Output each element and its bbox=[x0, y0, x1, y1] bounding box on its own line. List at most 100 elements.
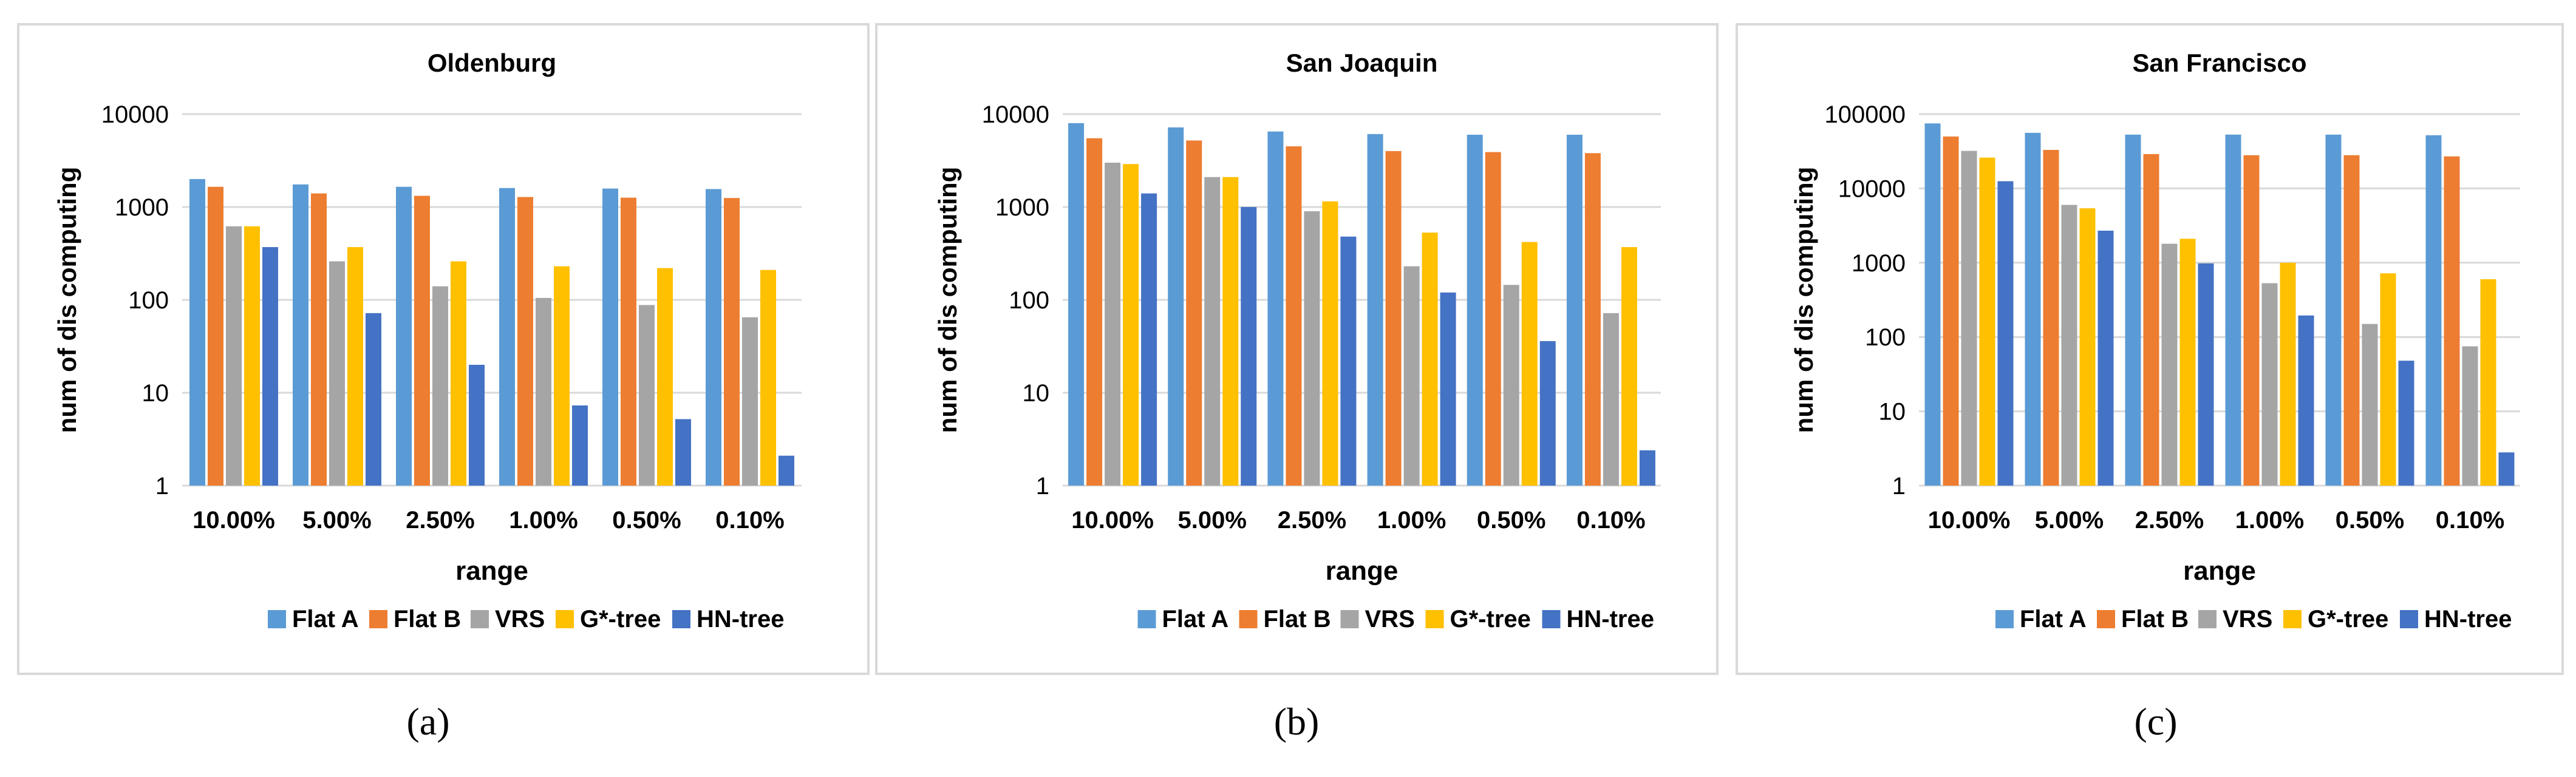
bar-hn bbox=[572, 405, 588, 486]
bar-flat-b bbox=[1943, 136, 1959, 486]
bar-flat-a bbox=[2125, 134, 2141, 486]
bar-flat-b bbox=[1385, 151, 1402, 486]
legend-swatch-flat-a bbox=[1137, 610, 1156, 628]
y-axis-label: num of dis computing bbox=[1790, 167, 1818, 433]
bar-gstar bbox=[1422, 232, 1438, 486]
bar-hn bbox=[366, 313, 381, 486]
bar-flat-b bbox=[2343, 155, 2360, 486]
bar-hn bbox=[2398, 361, 2414, 486]
chart-title: San Joaquin bbox=[1286, 49, 1438, 77]
bar-gstar bbox=[1621, 247, 1637, 486]
bar-gstar bbox=[1123, 164, 1139, 486]
bar-flat-a bbox=[2425, 135, 2442, 486]
x-tick-label: 10.00% bbox=[1928, 507, 2011, 534]
bar-gstar bbox=[1521, 242, 1538, 486]
bar-vrs bbox=[2161, 243, 2178, 486]
bar-hn bbox=[779, 455, 794, 486]
x-tick-label: 0.10% bbox=[1576, 507, 1645, 534]
bar-vrs bbox=[226, 226, 242, 486]
legend-swatch-flat-b bbox=[369, 610, 387, 628]
bar-hn bbox=[675, 419, 691, 486]
legend-swatch-flat-b bbox=[2097, 610, 2115, 628]
bar-gstar bbox=[554, 266, 570, 486]
bar-flat-b bbox=[208, 186, 223, 486]
bar-hn bbox=[1539, 341, 1556, 486]
x-tick-label: 0.50% bbox=[1477, 507, 1545, 534]
bar-flat-b bbox=[1584, 153, 1601, 486]
legend-label: G*-tree bbox=[580, 606, 661, 633]
legend-label: Flat A bbox=[2020, 606, 2087, 633]
x-tick-label: 1.00% bbox=[509, 507, 578, 534]
y-tick-label: 1 bbox=[1036, 473, 1049, 500]
bar-flat-a bbox=[706, 189, 721, 486]
bar-gstar bbox=[2179, 239, 2196, 486]
bar-flat-b bbox=[2143, 154, 2159, 486]
y-axis-label: num of dis computing bbox=[933, 167, 962, 433]
legend-swatch-hn bbox=[672, 610, 690, 628]
bar-flat-b bbox=[1485, 152, 1501, 486]
legend-label: HN-tree bbox=[2424, 606, 2512, 633]
bar-flat-b bbox=[1086, 138, 1103, 486]
bar-vrs bbox=[1105, 163, 1121, 486]
bar-hn bbox=[262, 247, 278, 486]
y-tick-label: 10000 bbox=[101, 101, 169, 128]
legend-swatch-flat-b bbox=[1239, 610, 1258, 628]
bar-flat-a bbox=[293, 184, 308, 486]
legend-swatch-vrs bbox=[2198, 610, 2217, 628]
legend-swatch-vrs bbox=[1340, 610, 1359, 628]
chart-title: Oldenburg bbox=[428, 49, 556, 77]
bar-gstar bbox=[760, 270, 776, 486]
bar-flat-b bbox=[2243, 155, 2260, 486]
legend-swatch-flat-a bbox=[268, 610, 286, 628]
bar-hn bbox=[2498, 452, 2515, 486]
bar-vrs bbox=[2462, 346, 2478, 486]
bar-hn bbox=[1241, 207, 1257, 486]
chart-panel-1: Oldenburg 1 10 100 1000 10000 num of dis compu… bbox=[17, 23, 870, 743]
x-tick-label: 2.50% bbox=[406, 507, 474, 534]
bar-vrs bbox=[1961, 151, 1977, 486]
bar-vrs bbox=[639, 305, 655, 486]
y-tick-label: 10 bbox=[142, 380, 169, 407]
x-tick-label: 10.00% bbox=[193, 507, 275, 534]
bar-flat-b bbox=[2444, 156, 2460, 486]
bar-vrs bbox=[1603, 313, 1619, 486]
bar-gstar bbox=[1222, 177, 1239, 486]
bar-vrs bbox=[1503, 285, 1519, 486]
y-tick-label: 1 bbox=[1892, 473, 1906, 500]
bar-flat-a bbox=[2325, 134, 2342, 486]
bar-flat-a bbox=[499, 188, 515, 486]
y-tick-label: 10 bbox=[1879, 399, 1906, 426]
y-tick-label: 100 bbox=[1865, 324, 1906, 351]
bar-vrs bbox=[742, 317, 758, 486]
x-axis-label: range bbox=[1326, 556, 1399, 586]
bar-flat-a bbox=[602, 188, 618, 486]
x-axis-label: range bbox=[455, 556, 528, 586]
y-tick-label: 10000 bbox=[982, 101, 1049, 128]
legend-swatch-gstar bbox=[556, 610, 574, 628]
bar-hn bbox=[1639, 450, 1655, 486]
bar-gstar bbox=[347, 247, 363, 486]
bar-flat-a bbox=[2225, 134, 2241, 486]
x-tick-label: 2.50% bbox=[2135, 507, 2204, 534]
bar-flat-a bbox=[1367, 134, 1383, 486]
legend-label: VRS bbox=[495, 606, 545, 633]
chart-title: San Francisco bbox=[2132, 49, 2306, 77]
x-tick-label: 0.50% bbox=[612, 507, 681, 534]
bar-vrs bbox=[536, 297, 551, 486]
y-tick-label: 1 bbox=[155, 473, 169, 500]
bar-vrs bbox=[2261, 283, 2278, 486]
bar-flat-b bbox=[311, 193, 327, 486]
bar-vrs bbox=[1304, 211, 1320, 486]
bar-vrs bbox=[1403, 266, 1420, 486]
y-tick-label: 100 bbox=[1009, 287, 1049, 314]
x-tick-label: 5.00% bbox=[2035, 507, 2104, 534]
y-tick-label: 100000 bbox=[1825, 101, 1906, 128]
y-tick-label: 10 bbox=[1023, 380, 1050, 407]
bar-flat-b bbox=[517, 197, 533, 486]
legend-label: G*-tree bbox=[2308, 606, 2388, 633]
y-axis-label: num of dis computing bbox=[53, 167, 81, 433]
y-tick-label: 100 bbox=[128, 287, 169, 314]
chart-panel-2: San Joaquin 1 10 100 1000 10000 num of dis com… bbox=[875, 23, 1719, 743]
bar-hn bbox=[2097, 231, 2114, 486]
